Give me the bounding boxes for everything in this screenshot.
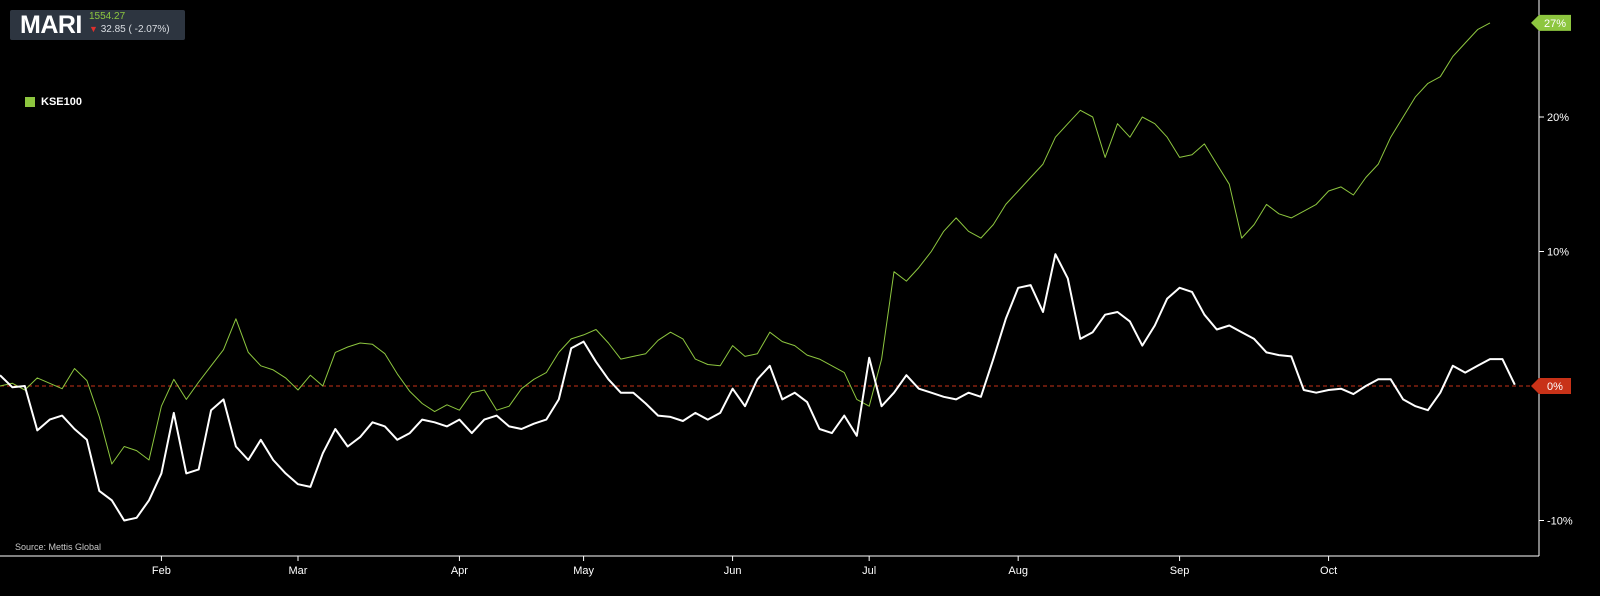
kse100-end-label-shape	[1531, 14, 1571, 31]
legend-swatch	[25, 97, 35, 107]
x-tick-label: Oct	[1320, 565, 1337, 577]
x-axis-ticks: Feb Mar Apr May Jun Jul Aug Sep Oct	[152, 556, 1337, 577]
x-tick-label: Aug	[1008, 565, 1028, 577]
kse100-end-label: 27%	[1531, 14, 1571, 31]
zero-value-label-text: 0%	[1547, 381, 1563, 393]
x-tick-label: Jun	[724, 565, 742, 577]
plot-area	[0, 22, 1539, 522]
y-axis-ticks: 20% 10% -10%	[1539, 112, 1573, 528]
zero-value-label-shape	[1531, 378, 1571, 394]
legend-label: KSE100	[41, 96, 82, 108]
zero-value-label: 0%	[1531, 378, 1571, 394]
ticker-summary: MARI 1554.27 ▼ 32.85 ( -2.07%)	[10, 10, 185, 40]
chart-legend[interactable]: KSE100	[25, 96, 82, 108]
ticker-change-value: 32.85 ( -2.07%)	[100, 24, 170, 35]
x-tick-label: Feb	[152, 565, 171, 577]
x-tick-label: Mar	[289, 565, 308, 577]
y-tick-label: 20%	[1547, 112, 1569, 124]
source-note: Source: Mettis Global	[15, 542, 102, 552]
ticker-symbol: MARI	[20, 11, 82, 39]
y-tick-label: -10%	[1547, 516, 1573, 528]
y-tick-label: 10%	[1547, 247, 1569, 259]
ticker-price: 1554.27	[89, 11, 126, 22]
down-arrow-icon: ▼	[89, 24, 98, 34]
x-tick-label: May	[573, 565, 594, 577]
kse100-end-label-text: 27%	[1544, 18, 1566, 30]
x-tick-label: Apr	[451, 565, 468, 577]
ticker-change: ▼ 32.85 ( -2.07%)	[89, 24, 170, 35]
axis-markers: 27% 0%	[1531, 14, 1571, 394]
x-tick-label: Jul	[862, 565, 876, 577]
series-line-mari	[0, 253, 1516, 522]
x-tick-label: Sep	[1170, 565, 1190, 577]
series-line-kse100	[0, 22, 1491, 465]
